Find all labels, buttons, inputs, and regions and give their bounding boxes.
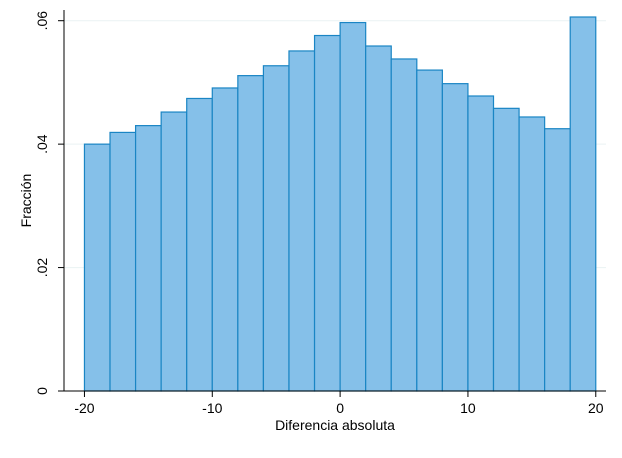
histogram-bar [134, 125, 162, 392]
axes [63, 10, 606, 392]
histogram-bar [339, 21, 367, 392]
histogram-bar [109, 131, 137, 392]
histogram-bar [313, 34, 341, 392]
ticks: -20 -10 0 10 20 0 .02 .04 .06 [34, 11, 604, 416]
histogram-bar [492, 107, 520, 392]
histogram-bar [467, 95, 495, 392]
histogram-bar [237, 75, 265, 392]
histogram-bar [390, 58, 418, 392]
x-tick-label: 20 [588, 400, 604, 416]
x-tick-label: 10 [460, 400, 476, 416]
histogram-bar [365, 45, 392, 392]
histogram-bar [160, 111, 188, 392]
histogram-bar [569, 16, 597, 392]
histogram-bar [211, 87, 239, 392]
histogram-bar [441, 83, 469, 392]
histogram-bar [186, 97, 213, 392]
histogram-bar [518, 116, 546, 392]
y-axis-title: Fracción [18, 174, 34, 228]
y-tick-label: .06 [34, 11, 50, 31]
y-tick-label: .04 [34, 134, 50, 154]
histogram-bar [288, 50, 316, 392]
x-tick-label: -20 [74, 400, 94, 416]
histogram-bar [544, 128, 571, 392]
histogram-bars [83, 16, 597, 392]
y-tick-label: 0 [34, 387, 50, 395]
histogram-bar [262, 65, 290, 392]
x-tick-label: 0 [336, 400, 344, 416]
histogram-bar [83, 143, 111, 392]
y-tick-label: .02 [34, 258, 50, 278]
histogram-bar [416, 69, 443, 392]
x-tick-label: -10 [202, 400, 222, 416]
x-axis-title: Diferencia absoluta [275, 417, 395, 433]
